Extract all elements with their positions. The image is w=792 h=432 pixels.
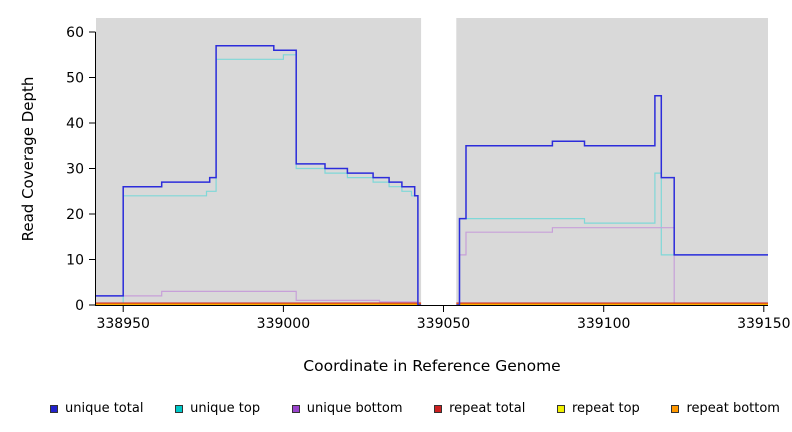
- legend-swatch-unique-total: [50, 404, 58, 413]
- legend-label: repeat total: [449, 401, 526, 416]
- y-tick-label: 0: [75, 298, 84, 314]
- legend-label: unique bottom: [306, 401, 403, 416]
- legend-item-unique-total: unique total: [50, 401, 143, 416]
- y-axis-title: Read Coverage Depth: [19, 76, 37, 242]
- legend-swatch-unique-bottom: [291, 404, 300, 413]
- legend-item-repeat-total: repeat total: [434, 401, 525, 416]
- legend-label: unique top: [190, 401, 261, 416]
- legend-item-repeat-top: repeat top: [557, 401, 640, 416]
- x-tick-label: 338950: [96, 316, 149, 332]
- legend-swatch-unique-top: [175, 404, 184, 413]
- legend-swatch-repeat-bottom: [671, 404, 680, 413]
- x-axis-title: Coordinate in Reference Genome: [303, 357, 561, 375]
- coverage-plot: 338950 339000 339050 339100 339150 0 10 20 30 40 5…: [66, 14, 791, 332]
- gap-band: [421, 14, 457, 307]
- legend-label: unique total: [65, 401, 144, 416]
- legend-swatch-repeat-top: [557, 404, 565, 413]
- legend-item-unique-top: unique top: [175, 401, 260, 416]
- y-tick-label: 30: [66, 162, 84, 178]
- y-tick-label: 50: [66, 71, 84, 87]
- x-tick-label: 339050: [417, 316, 470, 332]
- y-tick-label: 20: [66, 207, 84, 223]
- y-tick-label: 60: [66, 25, 84, 41]
- legend-item-repeat-bottom: repeat bottom: [671, 401, 780, 416]
- legend: unique total unique top unique bottom repea…: [50, 401, 780, 416]
- legend-label: repeat bottom: [686, 401, 780, 416]
- x-tick-label: 339000: [257, 316, 310, 332]
- y-tick-label: 40: [66, 116, 84, 132]
- y-tick-label: 10: [66, 253, 84, 269]
- series-unique-total: [96, 44, 768, 306]
- legend-item-unique-bottom: unique bottom: [291, 401, 403, 416]
- x-tick-label: 339100: [577, 316, 630, 332]
- legend-label: repeat top: [572, 401, 640, 416]
- legend-swatch-repeat-total: [434, 404, 443, 413]
- x-tick-label: 339150: [737, 316, 790, 332]
